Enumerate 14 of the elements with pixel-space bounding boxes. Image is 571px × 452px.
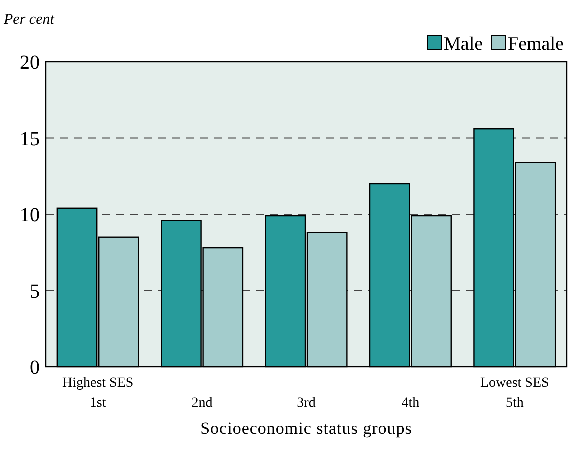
y-tick-label: 0: [30, 357, 40, 379]
y-axis-title: Per cent: [3, 12, 56, 28]
legend-label: Male: [444, 34, 484, 55]
y-tick-label: 5: [30, 280, 40, 303]
x-tick-label: 2nd: [192, 396, 213, 411]
y-tick-label: 20: [20, 52, 40, 74]
x-tick-label: Highest SES 1st: [62, 376, 134, 411]
y-tick-label: 10: [20, 204, 40, 226]
y-tick-label: 15: [20, 128, 40, 150]
x-axis-title: Socioeconomic status groups: [200, 419, 412, 438]
x-tick-label: Lowest SES 5th: [480, 376, 550, 411]
x-tick-label: 4th: [402, 396, 420, 411]
legend-label: Female: [508, 34, 564, 55]
x-tick-label: 3rd: [297, 396, 316, 411]
